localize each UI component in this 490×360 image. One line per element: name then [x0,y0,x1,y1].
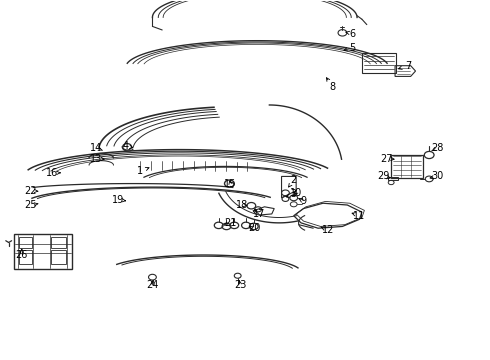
Text: 27: 27 [380,154,392,163]
Text: 2: 2 [291,175,297,185]
Text: 16: 16 [47,168,59,178]
Text: 6: 6 [349,28,355,39]
Text: 18: 18 [237,200,249,210]
Text: 1: 1 [137,166,143,176]
Text: 4: 4 [122,141,129,151]
Text: 23: 23 [234,280,246,291]
Text: 20: 20 [248,223,261,233]
Text: 11: 11 [353,211,366,221]
Text: 21: 21 [224,218,237,228]
Text: 13: 13 [90,154,102,163]
Text: 17: 17 [253,209,266,219]
Text: 14: 14 [90,143,102,153]
Text: 15: 15 [224,179,237,189]
Text: 10: 10 [290,188,302,198]
Text: 22: 22 [24,186,37,196]
Text: 26: 26 [16,250,28,260]
Text: 9: 9 [300,197,307,206]
Text: 24: 24 [146,280,159,291]
Text: 30: 30 [431,171,443,181]
Text: 28: 28 [431,143,443,153]
Text: 8: 8 [330,82,336,92]
Text: 19: 19 [112,195,124,204]
Text: 5: 5 [349,43,355,53]
Text: 29: 29 [378,171,390,181]
Text: 3: 3 [291,189,297,199]
Text: 7: 7 [405,61,411,71]
Text: 12: 12 [321,225,334,235]
Text: 25: 25 [24,200,37,210]
